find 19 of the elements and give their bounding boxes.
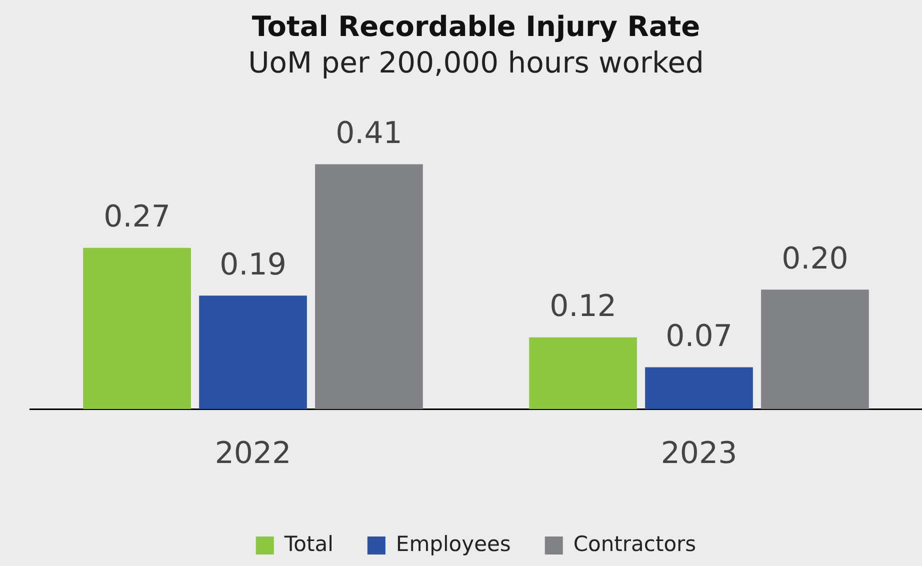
data-label: 0.12 [550, 289, 616, 324]
data-label: 0.19 [220, 247, 286, 282]
bar [645, 367, 753, 409]
chart-subtitle: UoM per 200,000 hours worked [248, 46, 704, 80]
data-label: 0.27 [104, 200, 170, 235]
x-tick-label: 2022 [214, 436, 292, 471]
data-label: 0.41 [336, 116, 402, 152]
bar [315, 164, 423, 409]
x-tick-label: 2023 [660, 436, 738, 471]
data-label: 0.20 [782, 241, 848, 276]
legend-label: Contractors [573, 532, 696, 556]
bar [761, 290, 869, 409]
chart-title: Total Recordable Injury Rate [252, 10, 700, 44]
legend-label: Employees [396, 532, 511, 556]
legend-label: Total [283, 532, 334, 556]
bar [529, 337, 637, 409]
data-label: 0.07 [666, 319, 732, 354]
bar [83, 248, 191, 409]
bar [199, 296, 307, 409]
